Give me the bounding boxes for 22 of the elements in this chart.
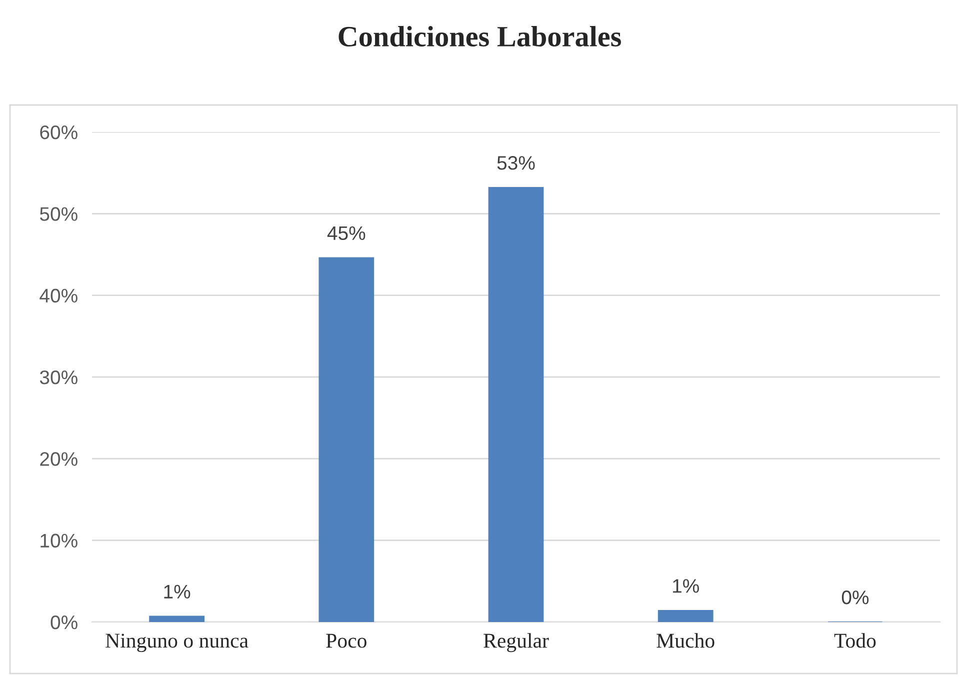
y-tick-label: 30% [40, 370, 78, 384]
y-tick-label: 0% [50, 615, 78, 630]
x-tick-label: Mucho [656, 633, 714, 648]
bar [149, 616, 204, 622]
x-tick-label: Poco [326, 634, 366, 648]
y-tick-label: 60% [40, 125, 78, 140]
bar [658, 610, 714, 622]
x-tick-label: Regular [484, 633, 549, 652]
chart-title: Condiciones Laborales [338, 26, 621, 47]
x-tick-label: Todo [834, 633, 876, 648]
data-label: 53% [497, 156, 535, 170]
y-tick-label: 10% [40, 534, 78, 548]
data-label: 1% [673, 579, 699, 593]
y-tick-label: 20% [40, 452, 78, 466]
y-tick-label: 50% [40, 207, 78, 221]
x-tick-label: Ninguno o nunca [106, 634, 248, 652]
y-tick-label: 40% [40, 288, 78, 303]
data-label: 45% [327, 226, 366, 240]
data-label: 0% [842, 590, 869, 604]
bar [318, 257, 374, 622]
bar [488, 186, 544, 622]
data-label: 1% [164, 584, 190, 598]
